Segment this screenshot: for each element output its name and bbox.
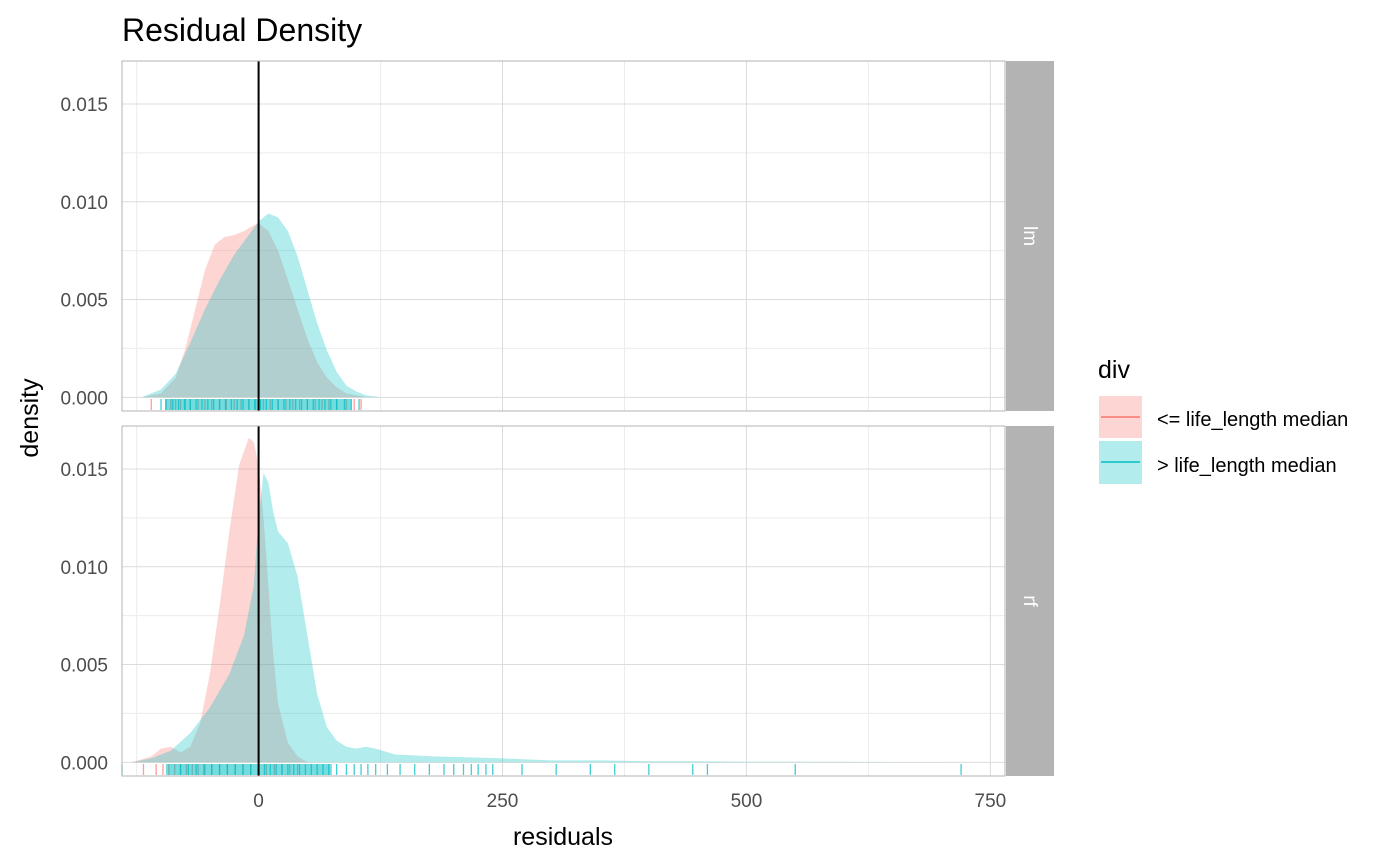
panel-lm: 0.000 0.005 0.010 0.015 lm [60,60,1054,412]
y-tick-label: 0.010 [60,558,108,579]
panel-border [121,425,1006,777]
x-tick-label: 0 [253,791,264,812]
legend-title: div [1098,356,1130,384]
density-area-low-rf [131,437,308,763]
y-tick-label: 0.000 [60,388,108,409]
legend-label-low: <= life_length median [1157,409,1348,431]
facet-strip [1006,61,1054,411]
chart-title: Residual Density [122,12,362,48]
y-tick-label: 0.005 [60,656,108,677]
y-tick-label: 0.015 [60,460,108,481]
x-tick-label: 250 [487,791,519,812]
y-tick-label: 0.015 [60,95,108,116]
rug-band-high [165,764,332,775]
x-tick-label: 750 [975,791,1007,812]
y-axis-title: density [16,378,44,458]
facet-strip-label: lm [1019,226,1040,246]
y-tick-label: 0.010 [60,193,108,214]
legend-label-high: > life_length median [1157,455,1337,477]
panel-border [121,60,1006,412]
facet-strip [1006,426,1054,776]
y-tick-label: 0.000 [60,753,108,774]
density-area-high-lm [141,213,381,398]
y-tick-label: 0.005 [60,291,108,312]
x-axis-title: residuals [513,823,613,851]
x-tick-label: 500 [731,791,763,812]
facet-panels: 0.0000.0050.0100.015lm0.0000.0050.0100.0… [60,60,1054,812]
density-area-low-lm [141,223,366,398]
legend: div <= life_length median > life_length … [1098,356,1348,484]
panel-rf: 0.000 0.005 0.010 0.015 rf [60,425,1054,777]
density-area-high-rf [131,472,971,763]
facet-strip-label: rf [1019,595,1040,607]
